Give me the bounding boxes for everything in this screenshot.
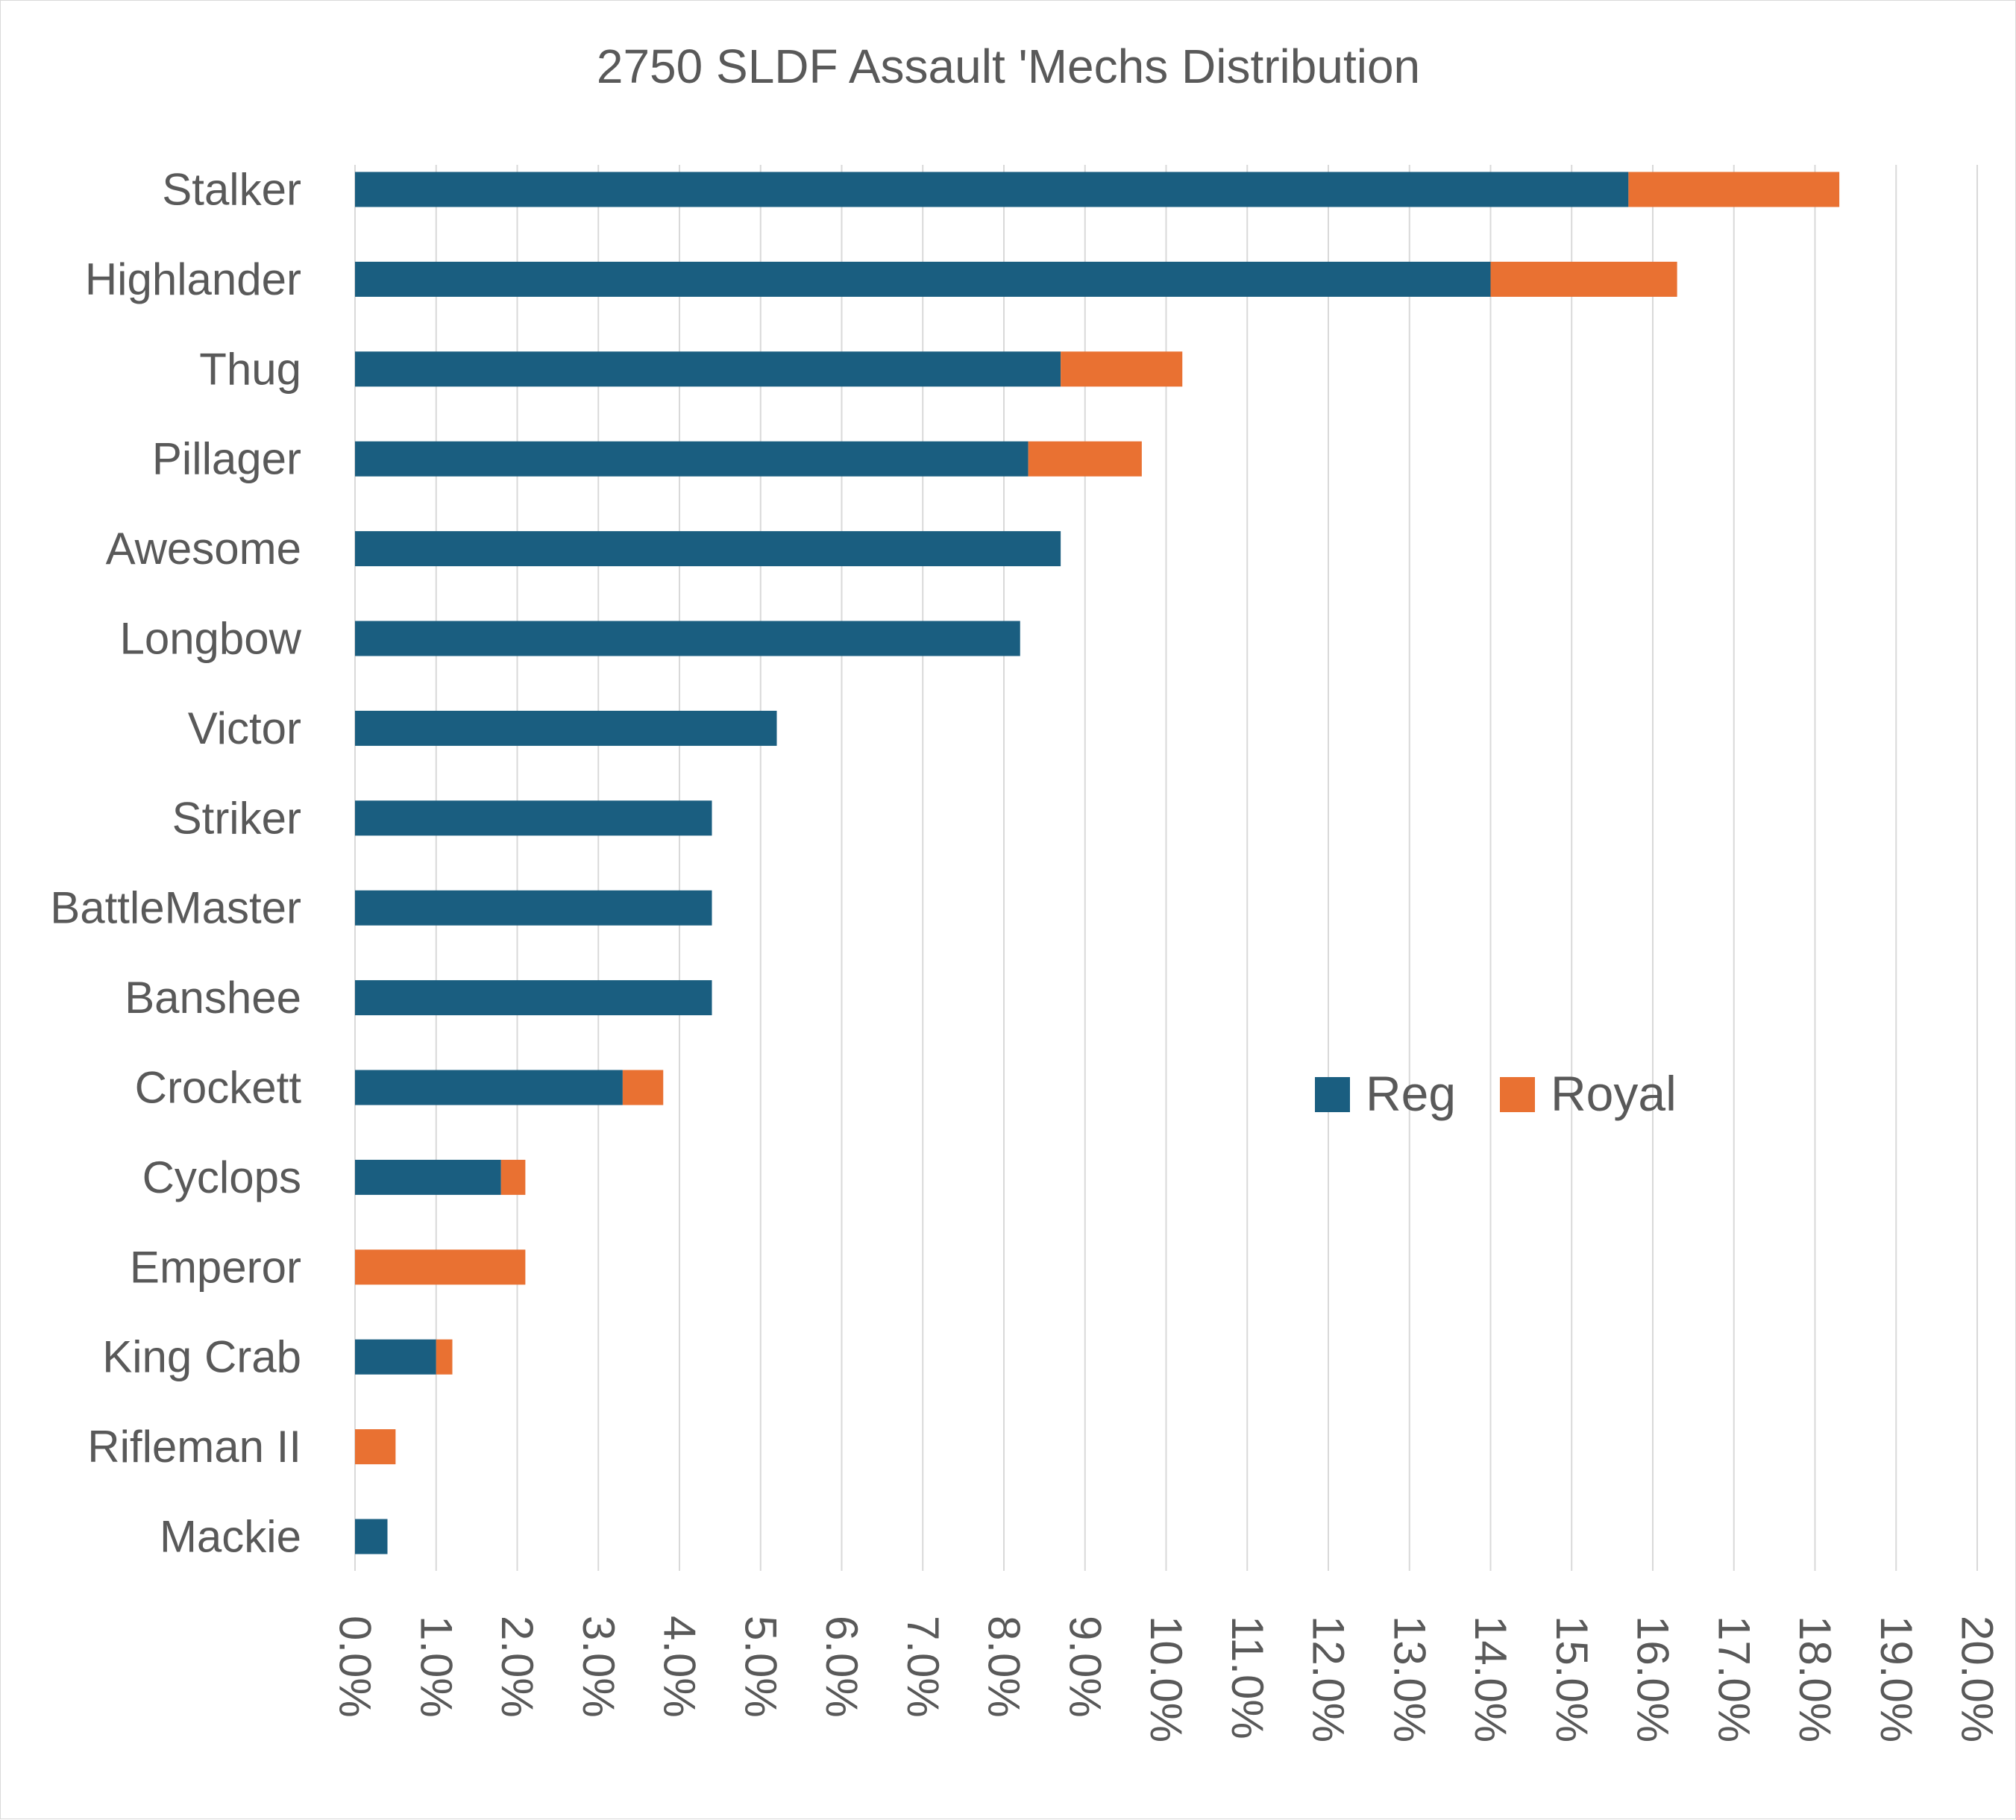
- category-label: Crockett: [135, 1063, 302, 1113]
- x-tick-label: 10.0%: [1141, 1616, 1191, 1742]
- category-label: King Crab: [102, 1332, 301, 1382]
- x-tick-label: 17.0%: [1709, 1616, 1759, 1742]
- x-tick-label: 7.0%: [898, 1616, 948, 1718]
- bar-reg: [355, 621, 1020, 656]
- bar-reg: [355, 441, 1029, 477]
- category-label: Striker: [172, 793, 301, 843]
- bar-reg: [355, 351, 1061, 387]
- bar-reg: [355, 890, 712, 926]
- legend-label-royal: Royal: [1551, 1066, 1677, 1121]
- legend: Reg Royal: [1315, 1066, 1677, 1121]
- chart-title: 2750 SLDF Assault 'Mechs Distribution: [597, 40, 1420, 93]
- bar-royal: [1028, 441, 1142, 477]
- x-tick-label: 3.0%: [574, 1616, 624, 1718]
- x-tick-label: 11.0%: [1222, 1616, 1272, 1739]
- category-labels: Stalker Highlander Thug Pillager Awesome Long…: [50, 165, 301, 1562]
- x-tick-label: 2.0%: [492, 1616, 542, 1718]
- x-tick-label: 5.0%: [735, 1616, 785, 1718]
- bar-reg: [355, 1519, 388, 1554]
- x-tick-label: 1.0%: [411, 1616, 461, 1718]
- category-label: Emperor: [130, 1242, 301, 1292]
- legend-swatch-reg: [1315, 1077, 1350, 1112]
- category-label: Cyclops: [142, 1152, 301, 1202]
- category-label: Thug: [199, 344, 301, 394]
- gridlines: [354, 165, 1978, 1571]
- bar-royal: [355, 1249, 526, 1285]
- category-label: Stalker: [162, 165, 301, 215]
- bar-reg: [355, 1159, 501, 1195]
- legend-label-reg: Reg: [1366, 1066, 1456, 1121]
- x-tick-label: 0.0%: [330, 1616, 380, 1718]
- bar-royal: [355, 1429, 396, 1465]
- x-tick-label: 20.0%: [1953, 1616, 2003, 1742]
- bar-royal: [1628, 172, 1840, 207]
- x-tick-label: 9.0%: [1060, 1616, 1110, 1718]
- x-tick-label: 4.0%: [655, 1616, 705, 1718]
- bar-reg: [355, 1070, 623, 1105]
- x-tick-label: 13.0%: [1384, 1616, 1434, 1742]
- category-label: Mackie: [160, 1512, 301, 1562]
- bar-royal: [1061, 351, 1183, 387]
- legend-swatch-royal: [1500, 1077, 1535, 1112]
- category-label: Rifleman II: [87, 1422, 301, 1472]
- category-label: Highlander: [85, 254, 301, 304]
- bar-royal: [1490, 261, 1677, 297]
- bar-royal: [622, 1070, 664, 1105]
- bar-royal: [436, 1339, 453, 1375]
- bar-reg: [355, 710, 777, 746]
- x-tick-label: 8.0%: [979, 1616, 1029, 1718]
- bar-reg: [355, 172, 1629, 207]
- category-label: Awesome: [106, 524, 301, 574]
- bar-royal: [500, 1159, 526, 1195]
- category-label: BattleMaster: [50, 883, 301, 933]
- bar-reg: [355, 261, 1491, 297]
- bar-reg: [355, 531, 1061, 567]
- x-tick-label: 18.0%: [1790, 1616, 1840, 1742]
- x-tick-label: 15.0%: [1547, 1616, 1597, 1742]
- bar-reg: [355, 980, 712, 1016]
- bars: [355, 172, 1840, 1554]
- category-label: Victor: [188, 703, 301, 753]
- x-axis-tick-labels: 0.0% 1.0% 2.0% 3.0% 4.0% 5.0% 6.0% 7.0% 8.0% 9.0%…: [330, 1616, 2003, 1742]
- category-label: Longbow: [119, 614, 301, 664]
- x-tick-label: 16.0%: [1628, 1616, 1678, 1742]
- bar-reg: [355, 800, 712, 836]
- x-tick-label: 6.0%: [817, 1616, 867, 1718]
- bar-reg: [355, 1339, 436, 1375]
- x-tick-label: 19.0%: [1871, 1616, 1921, 1742]
- category-label: Banshee: [125, 973, 301, 1023]
- x-tick-label: 12.0%: [1304, 1616, 1354, 1742]
- category-label: Pillager: [152, 434, 301, 484]
- x-tick-label: 14.0%: [1466, 1616, 1516, 1742]
